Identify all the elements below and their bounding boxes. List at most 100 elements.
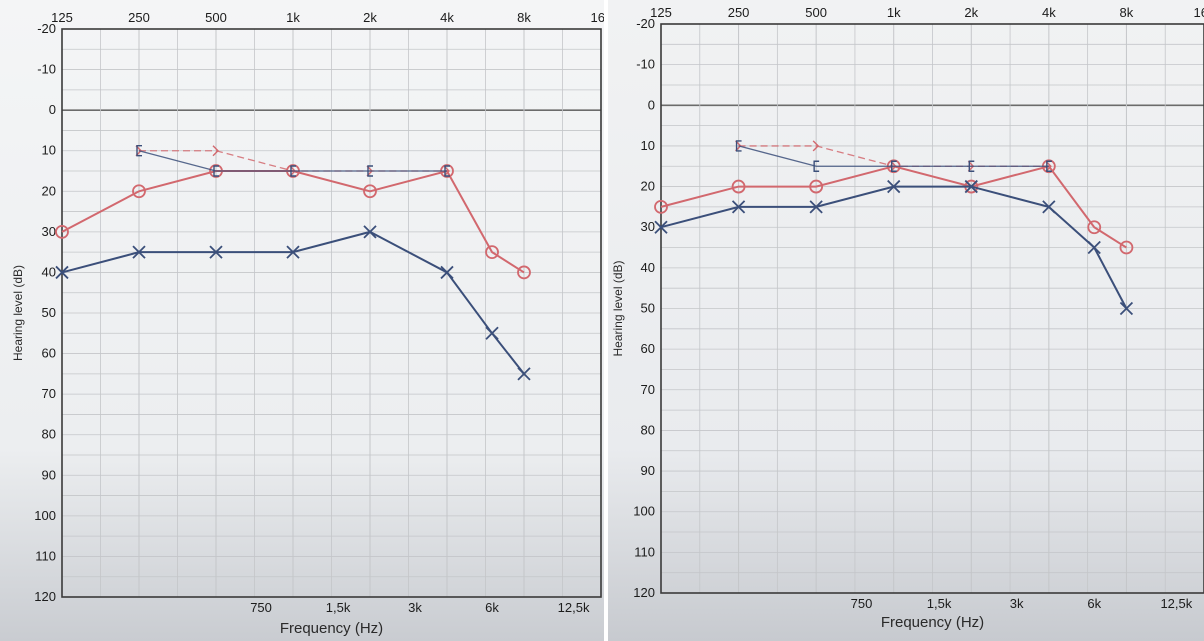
x-bottom-tick-label: 3k (408, 600, 422, 615)
x-top-tick-label: 8k (1120, 5, 1134, 20)
data-point-bracket (735, 140, 742, 152)
series-line (660, 185, 1128, 309)
data-point-x (887, 179, 901, 194)
x-bottom-tick-label: 6k (1087, 596, 1101, 611)
series-x (55, 225, 531, 381)
series-line (738, 145, 1049, 167)
audiogram-right-chart: -20 -10 0 10 20 30 40 50 60 70 80 90 100 110 120 125 250… (611, 5, 1204, 631)
y-tick-label: 0 (49, 102, 56, 117)
x-bottom-tick-label: 750 (250, 600, 272, 615)
data-point-bracket (891, 160, 897, 172)
y-tick-label: 70 (641, 382, 655, 397)
audiogram-left-chart: -20 -10 0 10 20 30 40 50 60 70 80 90 100 110 120 125 250… (11, 10, 604, 637)
data-point-x (517, 367, 531, 381)
data-point-x (809, 200, 823, 214)
audiogram-left-panel: -20 -10 0 10 20 30 40 50 60 70 80 90 100 110 120 125 250… (0, 0, 604, 641)
x-top-tick-label: 2k (964, 5, 978, 20)
data-point-circle (55, 224, 69, 239)
y-tick-label: 100 (633, 504, 655, 519)
data-point-x (1119, 301, 1134, 316)
y-tick-label: 30 (641, 219, 655, 234)
y-tick-label: -10 (636, 57, 655, 72)
data-point-circle (132, 184, 146, 199)
series-line (138, 150, 447, 172)
series-line (61, 230, 525, 375)
data-point-bracket (290, 165, 296, 177)
data-point-bracket (444, 165, 450, 177)
data-point-circle (809, 179, 824, 194)
data-point-bracket (1046, 160, 1052, 172)
panel-divider (604, 0, 608, 641)
y-tick-label: 80 (641, 422, 655, 437)
data-point-bracket (136, 145, 142, 157)
y-tick-label: 120 (633, 585, 655, 600)
series-bracket-left (735, 140, 1052, 172)
x-top-tick-label: 8k (517, 10, 531, 25)
data-point-x (731, 200, 746, 214)
data-point-circle (1087, 220, 1102, 235)
y-tick-label: 120 (34, 589, 56, 604)
data-point-x (1087, 240, 1101, 255)
x-top-tick-label: 250 (728, 5, 750, 20)
y-tick-label: 110 (35, 548, 56, 563)
audiogram-right-panel: -20 -10 0 10 20 30 40 50 60 70 80 90 100 110 120 125 250… (608, 0, 1204, 641)
series-x (654, 179, 1134, 316)
y-tick-label: 60 (42, 346, 56, 361)
data-point-circle (731, 179, 746, 194)
y-tick-label: 20 (641, 179, 655, 194)
data-point-bracket (968, 160, 975, 172)
data-point-circle (1119, 240, 1134, 255)
x-top-tick-label: 1k (887, 5, 901, 20)
x-top-tick-label: 4k (1042, 5, 1056, 20)
x-top-tick-label: 125 (51, 10, 73, 25)
y-axis-label: Hearing level (dB) (611, 260, 625, 356)
data-point-bracket (213, 165, 219, 177)
y-axis-label: Hearing level (dB) (11, 265, 25, 361)
data-point-x (55, 265, 69, 280)
y-tick-label: 80 (42, 427, 56, 442)
y-tick-label: 30 (42, 224, 56, 239)
series-bracket-left (136, 145, 450, 177)
data-point-x (485, 326, 499, 340)
data-point-x (440, 265, 454, 280)
data-point-circle (517, 265, 531, 280)
y-tick-label: 110 (634, 544, 655, 559)
series-line (660, 165, 1127, 249)
y-tick-label: 70 (42, 386, 56, 401)
x-top-tick-label: 125 (650, 5, 672, 20)
x-bottom-tick-label: 3k (1010, 596, 1024, 611)
y-tick-label: 20 (42, 183, 56, 198)
x-axis-label: Frequency (Hz) (881, 614, 984, 631)
y-tick-label: -20 (636, 16, 655, 31)
data-point-x (654, 220, 668, 234)
series-line (61, 169, 525, 274)
y-tick-label: 10 (42, 143, 56, 158)
data-point-bracket (367, 165, 373, 177)
x-top-tick-label: 16k (591, 10, 604, 25)
y-tick-label: 40 (42, 264, 56, 279)
y-tick-label: -10 (37, 62, 56, 77)
grid (660, 23, 1204, 594)
plot-frame (660, 23, 1204, 594)
plot-frame (61, 28, 602, 598)
data-point-bracket (813, 160, 820, 172)
x-top-tick-label: 250 (128, 10, 150, 25)
x-top-tick-label: 500 (805, 5, 827, 20)
data-point-x (964, 179, 978, 194)
data-point-x (132, 245, 146, 259)
y-tick-label: 90 (641, 463, 655, 478)
y-tick-label: 90 (42, 467, 56, 482)
x-top-tick-label: 2k (363, 10, 377, 25)
x-axis-label: Frequency (Hz) (280, 620, 383, 637)
x-bottom-tick-label: 1,5k (927, 596, 952, 611)
data-point-circle (654, 199, 668, 214)
data-point-x (286, 245, 300, 259)
x-bottom-tick-label: 6k (485, 600, 499, 615)
y-tick-label: 50 (42, 305, 56, 320)
data-point-circle (485, 245, 499, 260)
x-bottom-tick-label: 12,5k (1160, 596, 1192, 611)
x-top-tick-label: 4k (440, 10, 454, 25)
data-point-x (1042, 200, 1056, 214)
data-point-circle (363, 184, 377, 199)
